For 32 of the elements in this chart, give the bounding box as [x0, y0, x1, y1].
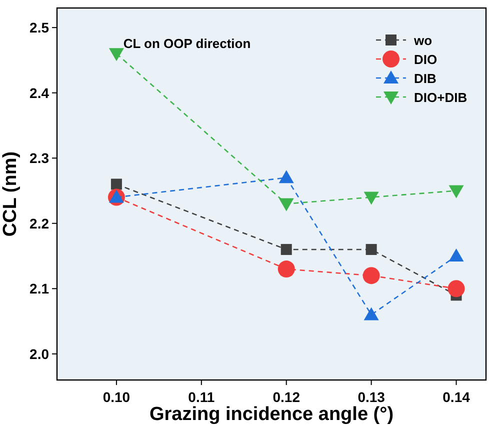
y-tick-label: 2.0: [30, 346, 50, 362]
x-tick-label: 0.12: [272, 389, 300, 405]
legend-label: DIO+DIB: [414, 90, 468, 105]
point: [364, 307, 379, 320]
point: [110, 178, 122, 190]
y-tick-label: 2.2: [30, 215, 50, 232]
y-tick-label: 2.3: [30, 150, 50, 166]
x-tick-label: 0.11: [188, 389, 215, 405]
y-tick-label: 2.5: [30, 20, 50, 36]
point: [280, 244, 292, 255]
point: [448, 248, 464, 262]
x-tick-label: 0.14: [442, 389, 470, 405]
y-tick-label: 2.1: [30, 280, 50, 297]
point: [362, 267, 380, 284]
point: [278, 198, 294, 212]
point: [108, 48, 124, 62]
legend-label: DIO: [414, 52, 438, 67]
legend-label: wo: [413, 33, 432, 48]
point: [278, 170, 294, 184]
point: [366, 244, 377, 255]
point: [278, 260, 295, 278]
x-tick-label: 0.13: [358, 389, 386, 405]
point: [108, 190, 124, 203]
x-axis-title: Grazing incidence angle (°): [149, 404, 394, 425]
point: [364, 192, 379, 205]
legend-label: DIB: [414, 71, 436, 86]
y-axis-title: CCL (nm): [0, 151, 21, 237]
point: [448, 280, 465, 298]
x-tick-label: 0.10: [102, 389, 130, 405]
annotation: CL on OOP direction: [123, 36, 251, 51]
point: [448, 185, 464, 198]
y-tick-label: 2.4: [30, 84, 50, 101]
